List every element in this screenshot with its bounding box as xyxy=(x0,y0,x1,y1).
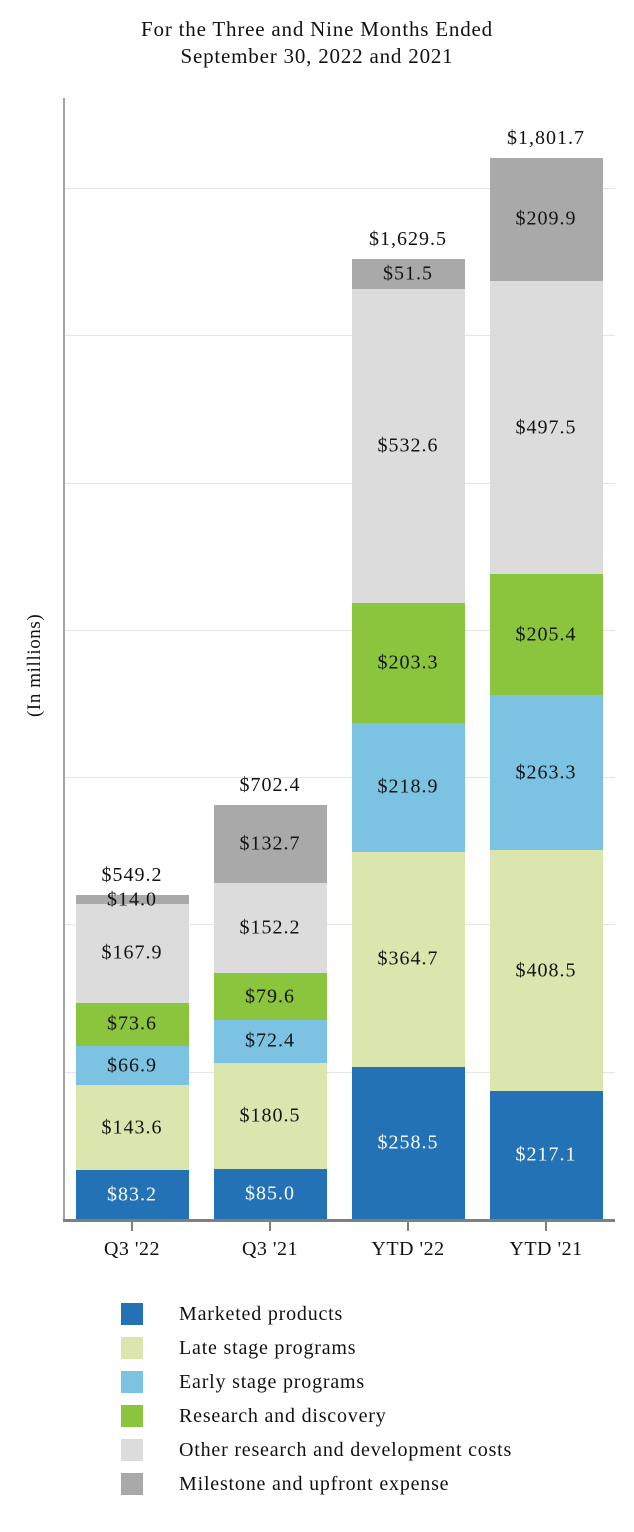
bar-segment xyxy=(213,1062,327,1169)
legend-item: Other research and development costs xyxy=(121,1439,512,1461)
bar-segment xyxy=(75,903,189,1003)
bar-segment xyxy=(351,259,465,290)
legend-label: Other research and development costs xyxy=(179,1439,513,1461)
gridline xyxy=(64,335,615,337)
y-axis-label: (In millions) xyxy=(24,613,45,717)
bar-segment xyxy=(351,603,465,723)
bar-total-label: $1,801.7 xyxy=(507,126,585,149)
bar-segment xyxy=(489,695,603,851)
legend-swatch xyxy=(121,1405,143,1427)
bar-total-label: $549.2 xyxy=(101,864,163,887)
bar-segment xyxy=(213,805,327,884)
bar-segment xyxy=(489,157,603,282)
x-axis-tick xyxy=(269,1222,271,1231)
legend: Marketed products Late stage programs Earl… xyxy=(121,1303,512,1507)
x-axis-category-label: Q3 '21 xyxy=(241,1238,299,1260)
bar-segment xyxy=(213,1168,327,1219)
y-axis-line xyxy=(63,98,65,1222)
bar-segment xyxy=(489,850,603,1092)
bar-segment xyxy=(75,1170,189,1219)
legend-item: Research and discovery xyxy=(121,1405,512,1427)
bar-segment xyxy=(213,973,327,1020)
x-axis-tick xyxy=(407,1222,409,1231)
legend-swatch xyxy=(121,1337,143,1359)
legend-swatch xyxy=(121,1473,143,1495)
bar-total-label: $702.4 xyxy=(239,774,301,797)
bar-segment xyxy=(75,1046,189,1086)
legend-item: Milestone and upfront expense xyxy=(121,1473,512,1495)
legend-label: Late stage programs xyxy=(179,1337,357,1359)
bar-segment xyxy=(351,722,465,852)
legend-item: Late stage programs xyxy=(121,1337,512,1359)
bar-segment xyxy=(75,895,189,904)
x-axis-tick xyxy=(131,1222,133,1231)
legend-label: Research and discovery xyxy=(179,1405,387,1427)
bar-segment xyxy=(213,883,327,974)
gridline xyxy=(64,924,615,926)
legend-label: Early stage programs xyxy=(179,1371,365,1393)
x-axis-tick xyxy=(545,1222,547,1231)
bar-segment xyxy=(489,281,603,575)
gridline xyxy=(64,188,615,189)
gridline xyxy=(64,777,615,779)
legend-swatch xyxy=(121,1439,143,1461)
bar-segment xyxy=(75,1085,189,1170)
bar-segment xyxy=(213,1019,327,1063)
bar-segment xyxy=(75,1002,189,1046)
legend-item: Early stage programs xyxy=(121,1371,512,1393)
bar-segment xyxy=(351,289,465,604)
bar-segment xyxy=(351,1066,465,1219)
chart-title-line1: For the Three and Nine Months Ended xyxy=(141,17,493,41)
chart-title: For the Three and Nine Months Ended Sept… xyxy=(0,16,634,70)
bar-segment xyxy=(351,851,465,1067)
bar-segment xyxy=(489,1091,603,1219)
legend-label: Milestone and upfront expense xyxy=(179,1473,450,1495)
legend-label: Marketed products xyxy=(179,1303,344,1325)
x-axis-line xyxy=(63,1219,615,1222)
x-axis-category-label: Q3 '22 xyxy=(103,1238,161,1260)
chart-title-line2: September 30, 2022 and 2021 xyxy=(180,44,454,68)
legend-swatch xyxy=(121,1303,143,1325)
bar-segment xyxy=(489,574,603,696)
legend-swatch xyxy=(121,1371,143,1393)
x-axis-category-label: YTD '22 xyxy=(371,1238,445,1260)
x-axis-category-label: YTD '21 xyxy=(509,1238,583,1260)
legend-item: Marketed products xyxy=(121,1303,512,1325)
gridline xyxy=(64,629,615,631)
bar-total-label: $1,629.5 xyxy=(369,228,447,250)
gridline xyxy=(64,1071,615,1073)
gridline xyxy=(64,482,615,484)
